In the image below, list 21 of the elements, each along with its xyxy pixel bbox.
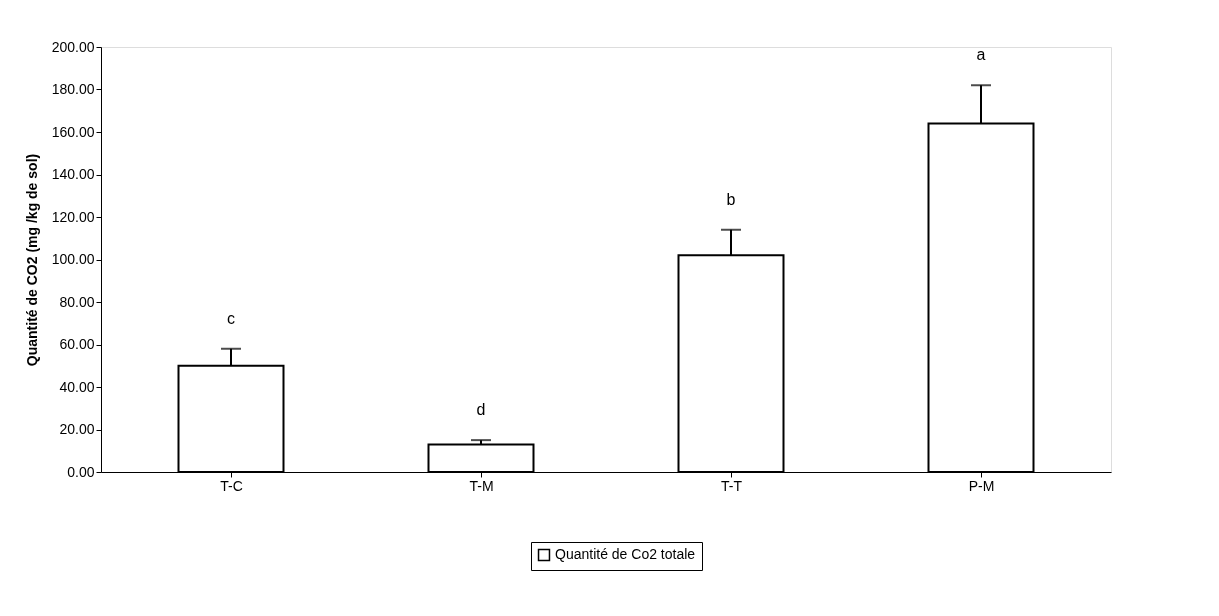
y-tick-label: 60.00	[59, 336, 95, 352]
x-tick-label: T-C	[220, 477, 243, 494]
y-tick-label: 200.00	[51, 38, 95, 55]
x-tick-label: T-T	[721, 477, 743, 494]
y-axis-title: Quantité de CO2 (mg /kg de sol)	[23, 153, 40, 367]
y-tick-label: 120.00	[51, 208, 95, 225]
x-tick-label: P-M	[968, 477, 995, 494]
y-tick-label: 0.00	[67, 463, 95, 480]
annotation: b	[726, 190, 736, 208]
y-tick-label: 160.00	[51, 123, 95, 140]
annotation: a	[976, 46, 986, 64]
y-tick-label: 20.00	[59, 421, 95, 437]
x-tick-label: T-M	[469, 477, 494, 494]
legend-label: Quantité de Co2 totale	[555, 546, 696, 562]
annotation: c	[227, 309, 235, 327]
y-tick-label: 40.00	[59, 378, 95, 395]
annotation: d	[476, 401, 486, 419]
y-tick-label: 100.00	[51, 251, 95, 267]
y-tick-label: 140.00	[51, 166, 95, 182]
y-tick-label: 180.00	[51, 81, 95, 97]
y-tick-label: 80.00	[59, 293, 95, 310]
